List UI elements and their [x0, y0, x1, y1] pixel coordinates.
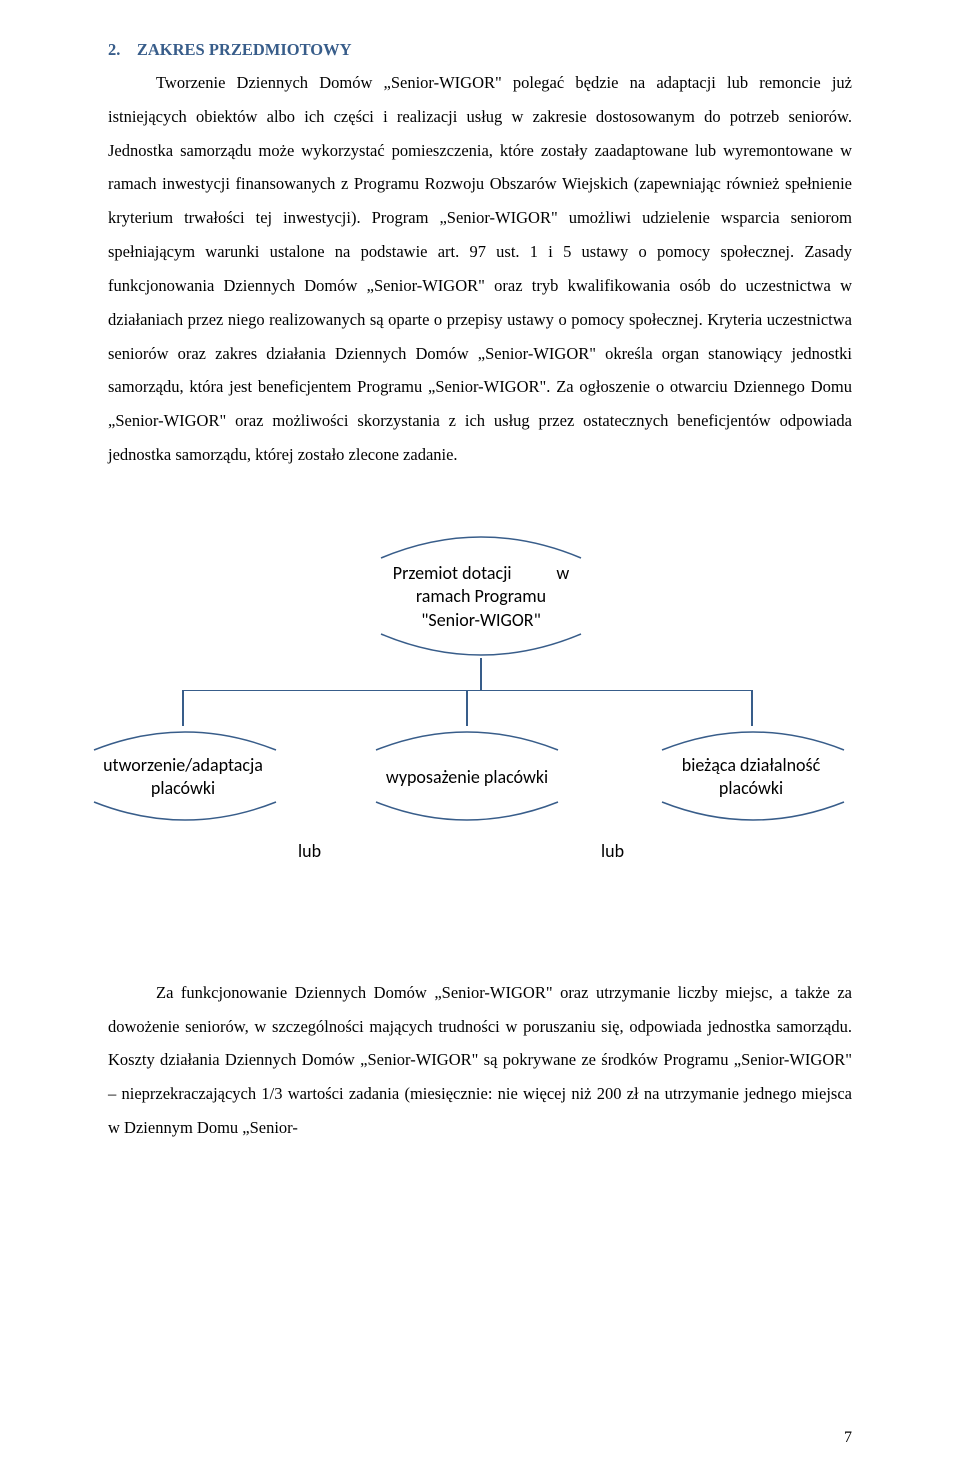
bl-line2: placówki	[68, 777, 298, 800]
lub-label-2: lub	[601, 840, 624, 862]
bl-arc-top	[82, 726, 288, 752]
section-heading: 2. ZAKRES PRZEDMIOTOWY	[108, 40, 852, 60]
paragraph-1: Tworzenie Dziennych Domów „Senior-WIGOR"…	[108, 66, 852, 472]
br-arc-top	[650, 726, 856, 752]
page-number: 7	[844, 1429, 852, 1447]
connector-v-mid	[466, 690, 468, 726]
paragraph-2: Za funkcjonowanie Dziennych Domów „Senio…	[108, 976, 852, 1145]
lub-label-1: lub	[298, 840, 321, 862]
br-line1: bieżąca działalność	[636, 754, 866, 777]
org-diagram: Przemiot dotacji w ramach Programu "Seni…	[108, 534, 852, 914]
heading-title: ZAKRES PRZEDMIOTOWY	[137, 40, 352, 59]
br-arc-bottom	[650, 800, 856, 826]
bm-arc-top	[364, 726, 570, 752]
bottom-left-node: utworzenie/adaptacja placówki	[68, 754, 298, 801]
br-line2: placówki	[636, 777, 866, 800]
bl-arc-bottom	[82, 800, 288, 826]
bottom-mid-node: wyposażenie placówki	[352, 766, 582, 789]
top-node-line3: "Senior-WIGOR"	[351, 609, 611, 632]
top-node-line2: ramach Programu	[351, 585, 611, 608]
bm-line1: wyposażenie placówki	[352, 766, 582, 789]
heading-number: 2.	[108, 40, 120, 59]
connector-v-right	[751, 690, 753, 726]
connector-v-left	[182, 690, 184, 726]
bl-line1: utworzenie/adaptacja	[68, 754, 298, 777]
bottom-right-node: bieżąca działalność placówki	[636, 754, 866, 801]
bm-arc-bottom	[364, 800, 570, 826]
top-node: Przemiot dotacji w ramach Programu "Seni…	[351, 562, 611, 632]
top-node-arc-top	[366, 530, 596, 560]
top-node-line1: Przemiot dotacji w	[351, 562, 611, 585]
connector-v-main	[480, 658, 482, 690]
